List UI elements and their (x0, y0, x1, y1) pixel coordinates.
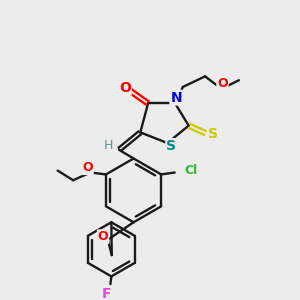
Text: S: S (166, 139, 176, 153)
Text: O: O (217, 76, 228, 90)
Text: S: S (208, 127, 218, 141)
Text: Cl: Cl (184, 164, 198, 177)
Text: O: O (98, 230, 108, 243)
Text: O: O (119, 81, 131, 95)
Text: O: O (82, 161, 93, 174)
Text: F: F (102, 287, 111, 300)
Text: H: H (104, 140, 113, 152)
Text: N: N (170, 91, 182, 105)
